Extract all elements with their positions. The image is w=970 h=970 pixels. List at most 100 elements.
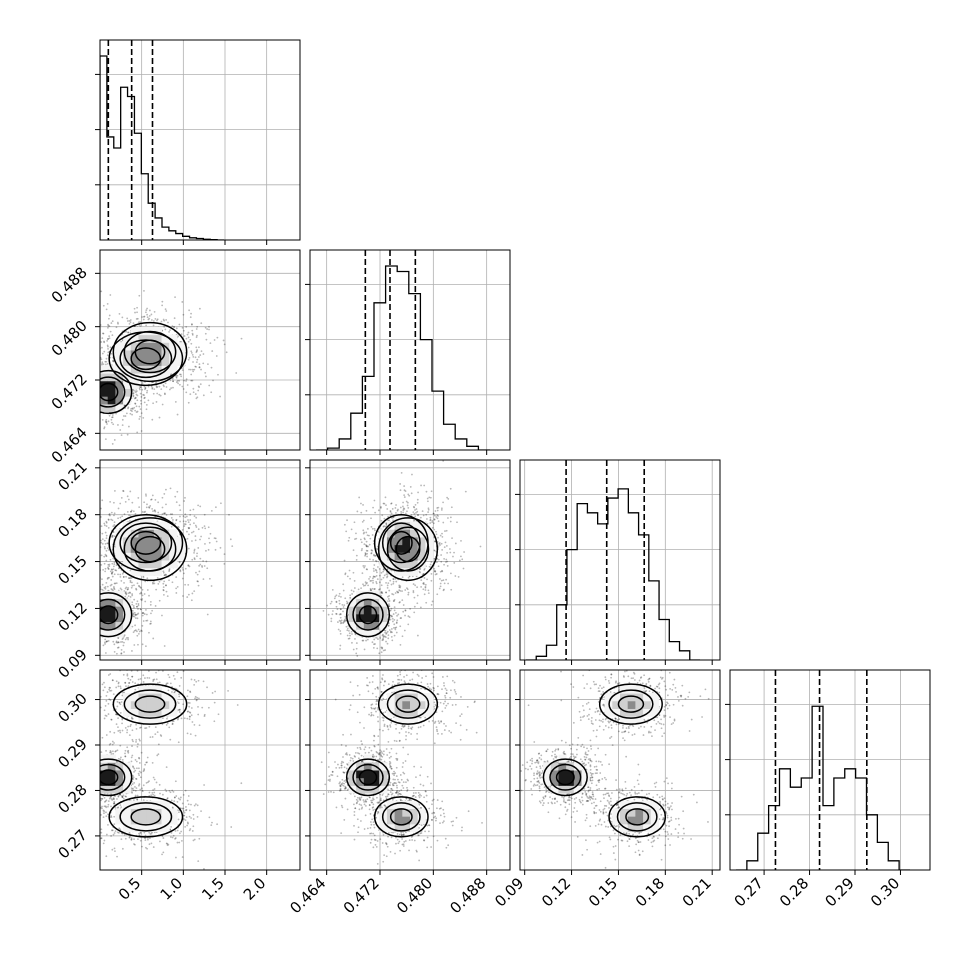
- scatter-point: [85, 336, 87, 338]
- scatter-point: [133, 598, 136, 601]
- scatter-point: [175, 518, 178, 521]
- scatter-point: [350, 589, 353, 592]
- scatter-point: [393, 600, 395, 602]
- contour-line: [119, 522, 173, 564]
- scatter-point: [172, 519, 174, 521]
- scatter-point: [189, 513, 192, 516]
- scatter-point: [343, 620, 346, 623]
- scatter-point: [78, 407, 80, 409]
- histogram-panel-1: [310, 250, 510, 450]
- scatter-point: [457, 575, 460, 578]
- scatter-point: [424, 586, 427, 589]
- scatter-point: [103, 427, 106, 430]
- scatter-point: [370, 552, 373, 555]
- scatter-point: [113, 535, 116, 538]
- density-cell: [138, 536, 147, 546]
- scatter-point: [420, 586, 423, 588]
- scatter-point: [85, 622, 87, 624]
- scatter-point: [105, 534, 108, 537]
- scatter-point: [197, 356, 200, 358]
- scatter-point: [104, 567, 107, 570]
- scatter-point: [389, 609, 392, 612]
- scatter-point: [85, 584, 87, 586]
- scatter-point: [89, 392, 91, 394]
- scatter-point: [98, 550, 100, 552]
- scatter-point: [128, 577, 131, 580]
- scatter-point: [438, 587, 441, 590]
- scatter-point: [101, 578, 103, 581]
- density-cell: [161, 544, 170, 553]
- scatter-point: [404, 490, 407, 493]
- scatter-point: [393, 598, 396, 601]
- scatter-point: [428, 496, 431, 499]
- scatter-point: [96, 626, 98, 628]
- scatter-point: [89, 427, 91, 429]
- scatter-point: [166, 595, 169, 598]
- scatter-point: [154, 510, 157, 513]
- scatter-point: [433, 557, 436, 560]
- scatter-point: [349, 634, 351, 637]
- scatter-point: [103, 350, 106, 353]
- scatter-point: [103, 555, 106, 558]
- scatter-point: [145, 309, 148, 312]
- scatter-point: [113, 512, 116, 515]
- scatter-point: [365, 544, 367, 546]
- scatter-point: [93, 341, 95, 343]
- scatter-point: [92, 393, 94, 395]
- scatter-point: [113, 643, 116, 646]
- scatter-point: [185, 337, 188, 340]
- scatter-point: [391, 617, 394, 620]
- scatter-point: [187, 331, 190, 334]
- scatter-point: [74, 366, 76, 368]
- scatter-point: [146, 316, 149, 319]
- scatter-point: [391, 620, 394, 623]
- scatter-point: [92, 630, 94, 632]
- density-cell: [153, 552, 163, 561]
- contour-line: [100, 369, 133, 415]
- scatter-point: [381, 646, 384, 649]
- density-cell: [169, 342, 178, 351]
- scatter-point: [181, 577, 184, 580]
- scatter-point: [429, 519, 432, 522]
- scatter-point: [111, 416, 113, 419]
- scatter-point: [148, 631, 150, 634]
- scatter-point: [89, 602, 91, 604]
- density-cell: [123, 529, 132, 538]
- scatter-point: [225, 351, 228, 354]
- scatter-point: [416, 501, 419, 504]
- scatter-point: [125, 330, 128, 333]
- scatter-point: [141, 388, 144, 391]
- scatter-point: [195, 351, 198, 354]
- scatter-point: [440, 560, 443, 563]
- scatter-point: [97, 392, 99, 394]
- scatter-point: [210, 585, 213, 587]
- scatter-point: [413, 506, 416, 509]
- scatter-point: [189, 338, 192, 341]
- scatter-point: [401, 599, 404, 602]
- scatter-point: [366, 555, 368, 558]
- scatter-point: [109, 570, 112, 573]
- scatter-point: [372, 575, 375, 578]
- density-cell: [169, 552, 178, 561]
- scatter-point: [382, 635, 385, 637]
- scatter-point: [121, 515, 124, 518]
- scatter-point: [198, 564, 201, 567]
- scatter-point: [158, 416, 161, 419]
- scatter-point: [191, 323, 193, 326]
- scatter-point: [131, 593, 134, 595]
- scatter-point: [394, 577, 397, 580]
- scatter-point: [91, 399, 93, 401]
- scatter-point: [90, 622, 92, 624]
- scatter-point: [423, 568, 426, 571]
- scatter-point: [118, 312, 121, 315]
- scatter-point: [107, 338, 109, 340]
- scatter-point: [133, 389, 136, 392]
- scatter-point: [83, 371, 85, 373]
- scatter-point: [339, 630, 342, 632]
- scatter-point: [145, 324, 148, 327]
- scatter-point: [108, 325, 111, 328]
- scatter-point: [101, 418, 104, 421]
- scatter-point: [385, 591, 387, 594]
- scatter-point: [416, 634, 419, 637]
- scatter-point: [84, 550, 86, 552]
